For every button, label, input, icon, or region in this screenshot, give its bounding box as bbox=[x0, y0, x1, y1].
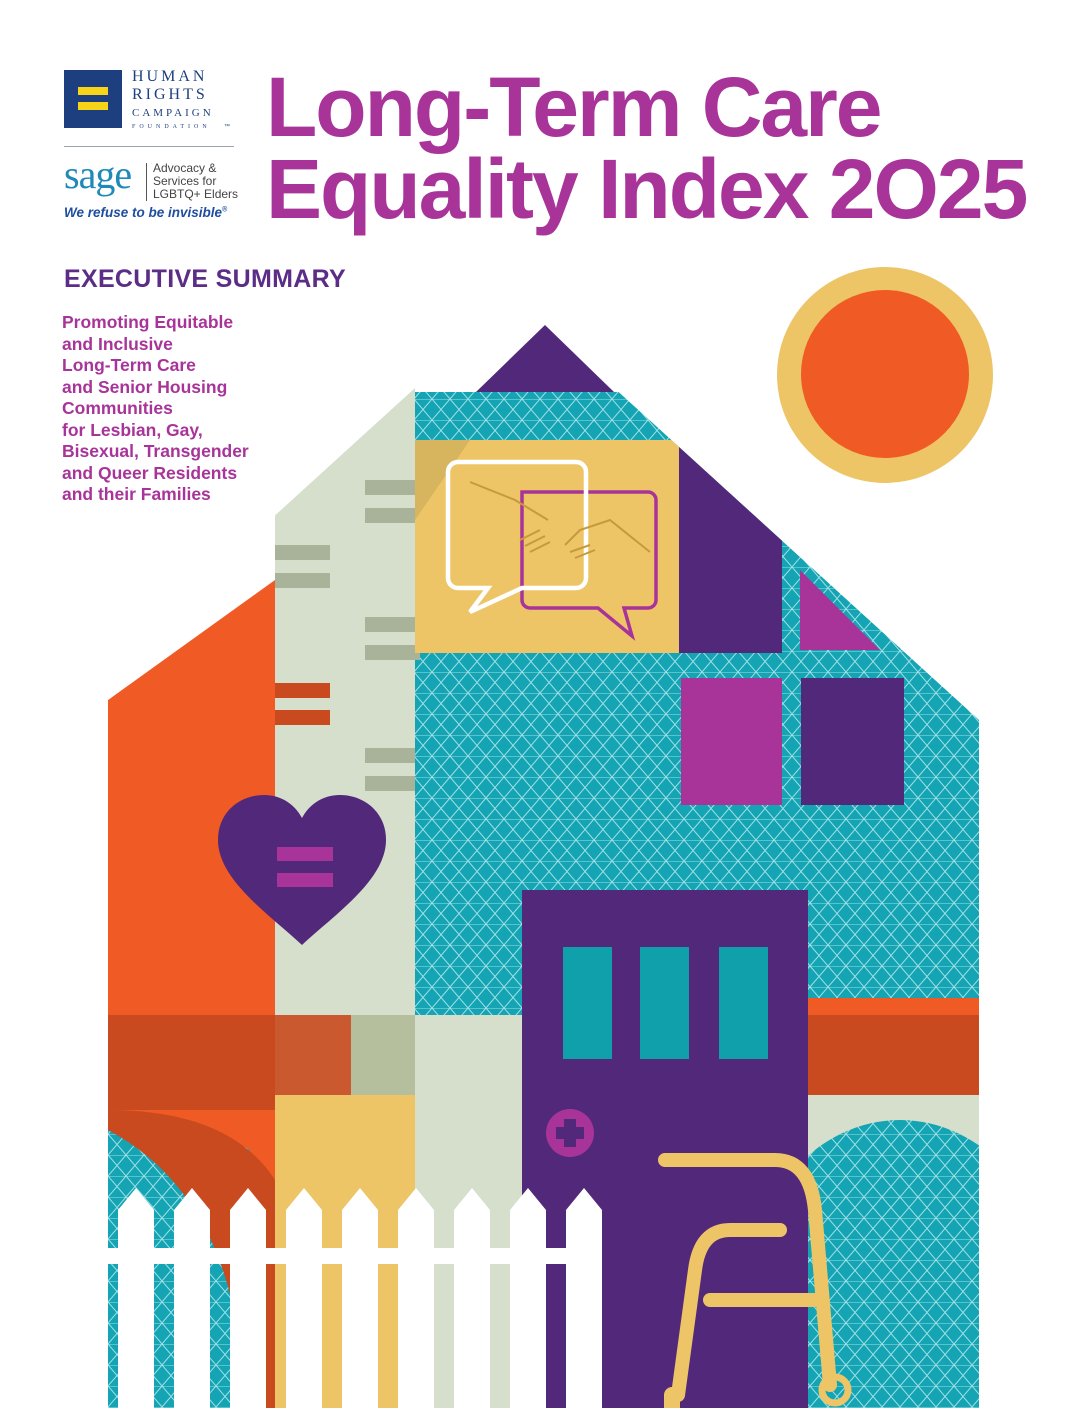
hrc-line-4: FOUNDATION bbox=[132, 124, 211, 130]
fence-picket bbox=[118, 1188, 154, 1408]
picket-fence bbox=[108, 1188, 602, 1408]
title-line-1: Long-Term Care bbox=[266, 60, 883, 154]
roof-peak bbox=[476, 325, 614, 392]
sage-descriptor: Advocacy & Services for LGBTQ+ Elders bbox=[153, 161, 239, 201]
fence-picket bbox=[286, 1188, 322, 1408]
speech-window bbox=[415, 440, 679, 653]
logo-divider bbox=[64, 146, 234, 147]
sage-tagline: We refuse to be invisible® bbox=[64, 205, 228, 220]
hrc-line-2: RIGHTS bbox=[132, 86, 208, 103]
fence-picket bbox=[510, 1188, 546, 1408]
hrc-trademark: ™ bbox=[224, 124, 230, 130]
heart-equality-icon bbox=[218, 795, 386, 945]
page-title: Long-Term Care Equality Index 2O25 bbox=[266, 60, 1028, 236]
hrc-line-3: CAMPAIGN bbox=[132, 107, 214, 119]
house-illustration bbox=[108, 267, 993, 1408]
title-line-2: Equality Index 2O25 bbox=[266, 142, 1028, 236]
fence-picket bbox=[398, 1188, 434, 1408]
hrc-equality-icon bbox=[64, 70, 122, 128]
fence-picket bbox=[342, 1188, 378, 1408]
fence-picket bbox=[230, 1188, 266, 1408]
hrc-logo: HUMAN RIGHTS CAMPAIGN FOUNDATION ™ bbox=[64, 68, 236, 138]
fence-picket bbox=[454, 1188, 490, 1408]
fence-picket bbox=[174, 1188, 210, 1408]
subtitle: Promoting Equitable and Inclusive Long-T… bbox=[62, 312, 249, 504]
speech-bubbles-handshake-icon bbox=[445, 459, 658, 641]
walker-icon bbox=[658, 1153, 852, 1408]
section-heading: EXECUTIVE SUMMARY bbox=[64, 265, 346, 293]
fence-picket bbox=[566, 1188, 602, 1408]
sage-wordmark: sage bbox=[64, 152, 132, 197]
medical-cross-icon bbox=[546, 1109, 594, 1157]
sage-logo: sage Advocacy & Services for LGBTQ+ Elde… bbox=[64, 152, 244, 225]
hrc-line-1: HUMAN bbox=[132, 68, 208, 85]
sun-icon bbox=[777, 267, 993, 483]
